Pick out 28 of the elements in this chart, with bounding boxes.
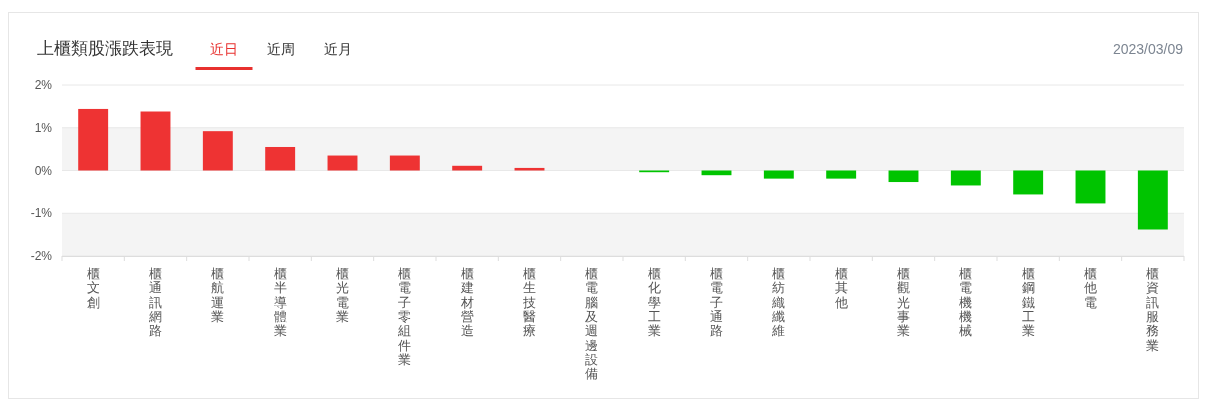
y-tick-label: 1% [34,120,52,135]
y-tick-label: -1% [30,206,52,221]
x-tick-label: 櫃其他 [834,266,848,310]
x-tick-label: 櫃建材營造 [460,266,474,339]
x-tick-label: 櫃化學工業 [647,266,661,339]
x-tick-label: 櫃半導體業 [273,266,287,339]
x-tick-label: 櫃光電業 [336,266,349,324]
tab-label: 近日 [210,41,238,57]
tab-label: 近月 [324,41,352,57]
x-tick-label: 櫃電機機械 [959,266,973,339]
x-tick-label: 櫃觀光事業 [897,266,910,339]
x-tick-label: 櫃文創 [86,266,100,310]
y-tick-label: 0% [34,163,52,178]
x-tick-label: 櫃航運業 [211,266,225,324]
x-tick-label: 櫃電子零組件業 [398,266,412,367]
x-tick-label: 櫃通訊網路 [149,266,162,339]
tab-label: 近周 [267,41,295,57]
x-tick-label: 櫃生技醫療 [523,266,536,339]
x-tick-label: 櫃電腦及週邊設備 [585,266,599,382]
x-tick-label: 櫃他電 [1084,266,1097,310]
y-tick-label: -2% [30,249,52,263]
y-tick-label: 2% [34,78,52,92]
x-tick-label: 櫃資訊服務業 [1146,266,1160,353]
title: 上櫃類股漲跌表現 [37,39,173,58]
subtitle: 2023/03/09 [1112,41,1183,57]
x-tick-label: 櫃紡織纖維 [772,266,786,339]
x-tick-label: 櫃電子通路 [710,266,723,339]
x-tick-label: 櫃鋼鐵工業 [1021,266,1035,339]
